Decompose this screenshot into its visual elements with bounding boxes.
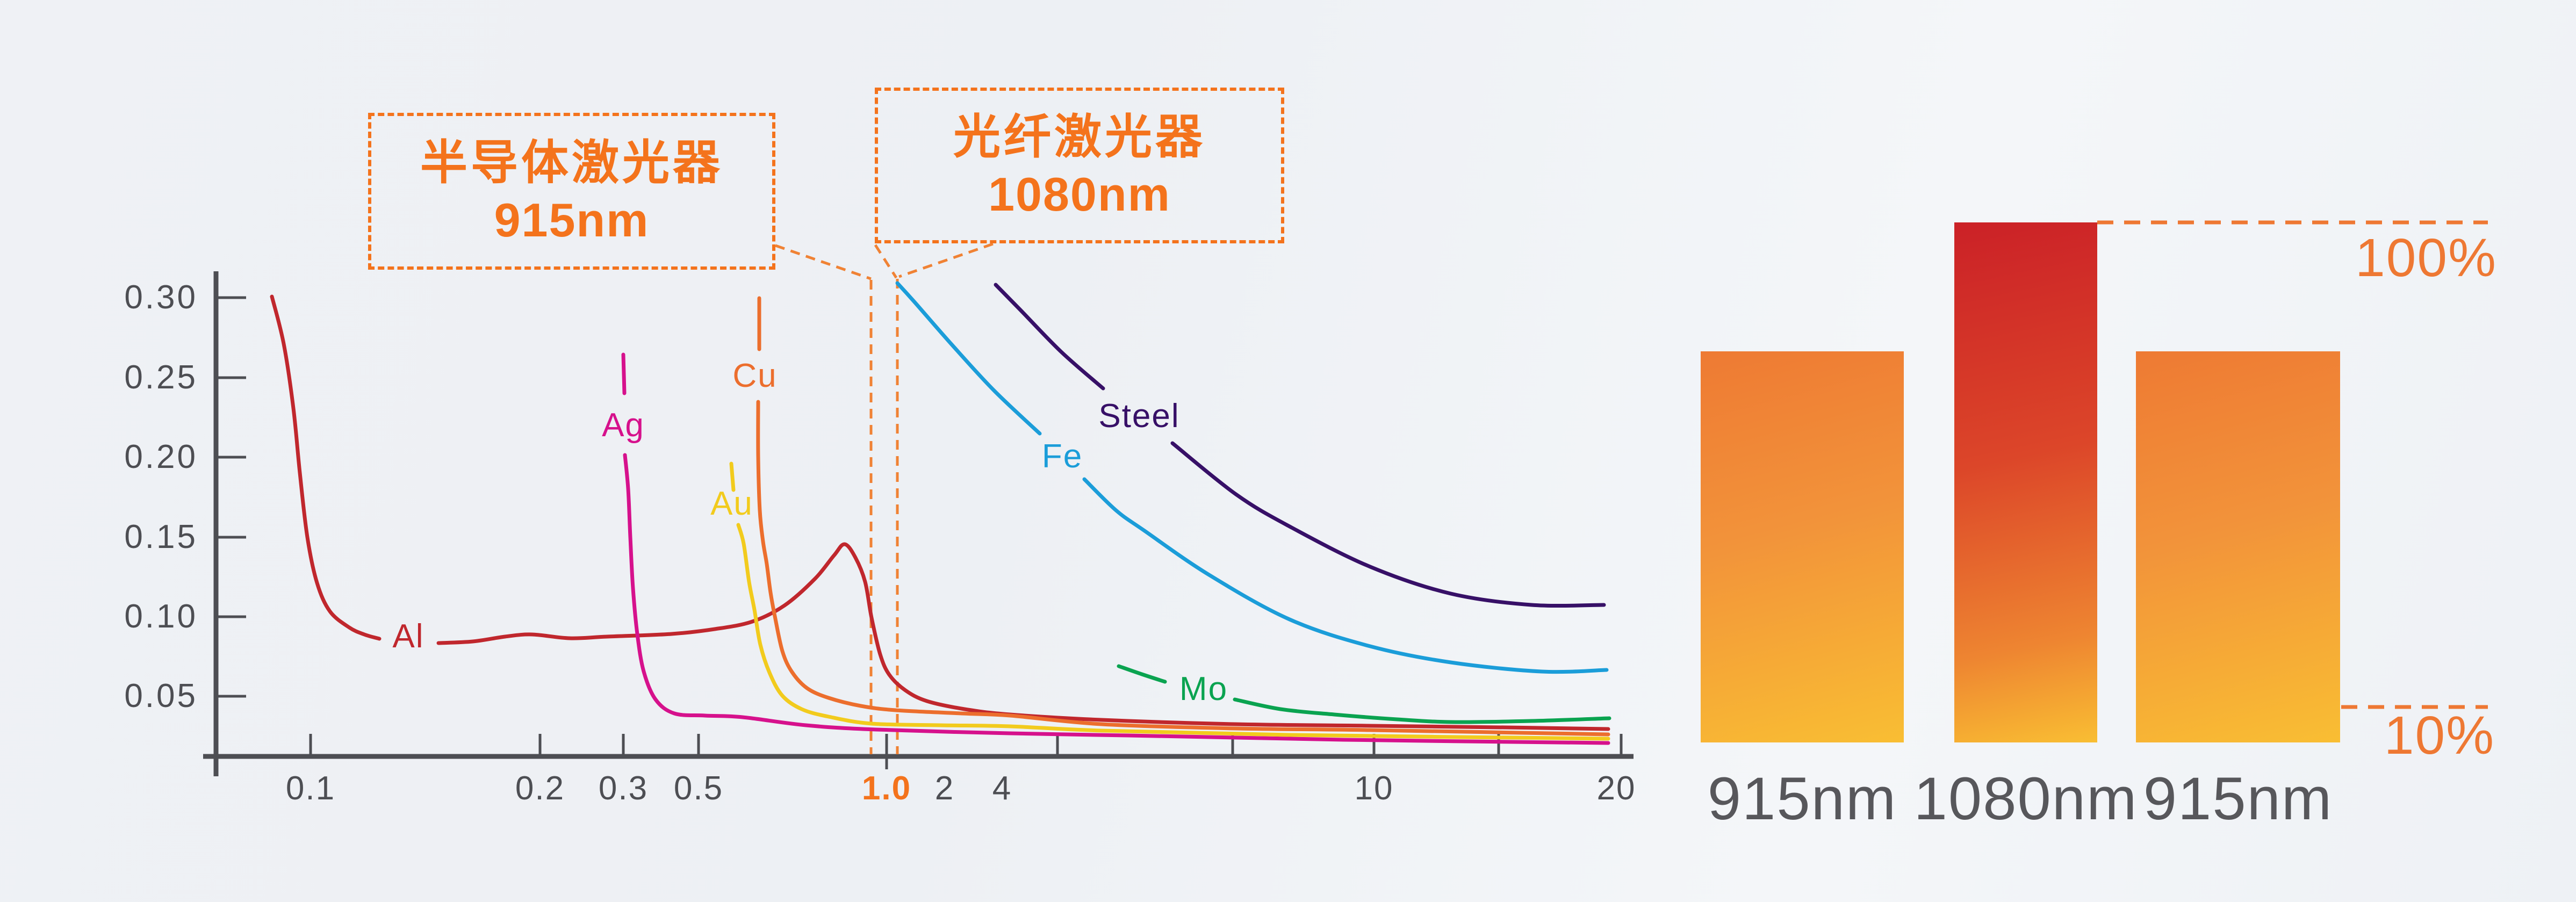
y-tick-label: 0.30 — [124, 279, 198, 316]
curve-fe — [895, 281, 1042, 436]
bar-category-label: 915nm — [2143, 765, 2333, 832]
callout-fiber-laser: 光纤激光器 1080nm — [875, 88, 1284, 243]
curve-label-au: Au — [710, 485, 753, 522]
curve-label-al: Al — [392, 618, 424, 655]
bar-category-label: 1080nm — [1913, 765, 2138, 832]
x-tick-label: 20 — [1596, 770, 1636, 807]
curve-au — [736, 523, 1610, 741]
x-tick-label: 0.3 — [598, 770, 649, 807]
callout-semiconductor-laser-wavelength: 915nm — [494, 193, 650, 247]
wavelength-marker-dashed-line — [874, 244, 898, 279]
wavelength-marker-dashed-line — [898, 242, 994, 278]
curve-fe — [1082, 477, 1609, 674]
curve-mo — [1117, 664, 1167, 684]
y-tick-label: 0.10 — [124, 598, 198, 635]
x-tick-label: 0.5 — [673, 770, 724, 807]
curve-ag — [623, 453, 1610, 745]
curve-label-steel: Steel — [1098, 398, 1180, 435]
callout-fiber-laser-wavelength: 1080nm — [988, 168, 1171, 221]
x-tick-label: 0.2 — [515, 770, 565, 807]
callout-fiber-laser-title: 光纤激光器 — [953, 110, 1206, 163]
y-tick-label: 0.05 — [124, 677, 198, 715]
curve-label-ag: Ag — [602, 407, 645, 444]
curve-cu — [756, 400, 1610, 737]
x-tick-label: 4 — [992, 770, 1012, 807]
x-tick-label: 10 — [1354, 770, 1394, 807]
callout-semiconductor-laser: 半导体激光器 915nm — [368, 113, 775, 270]
curve-steel — [1170, 441, 1606, 608]
bar-915nm-0 — [1701, 351, 1904, 742]
bar-annotation-10-label: 10% — [2384, 705, 2495, 766]
y-tick-label: 0.15 — [124, 518, 198, 555]
bar-915nm-2 — [2136, 351, 2340, 742]
y-tick-label: 0.20 — [124, 438, 198, 475]
curve-au — [729, 461, 736, 492]
curve-ag — [621, 352, 627, 395]
curve-al — [270, 294, 382, 641]
bar-category-label: 915nm — [1707, 765, 1897, 832]
curve-steel — [994, 283, 1105, 391]
callout-semiconductor-laser-title: 半导体激光器 — [420, 135, 723, 189]
curve-label-cu: Cu — [732, 357, 778, 394]
x-tick-label: 2 — [934, 770, 955, 807]
bar-annotation-100-label: 100% — [2355, 228, 2497, 288]
curve-label-mo: Mo — [1179, 670, 1228, 708]
y-tick-label: 0.25 — [124, 359, 198, 396]
bar-1080nm-1 — [1954, 222, 2097, 742]
x-tick-label: 0.1 — [285, 770, 336, 807]
x-tick-label: 1.0 — [861, 770, 912, 807]
curve-al — [436, 542, 1610, 731]
curve-label-fe: Fe — [1041, 438, 1083, 475]
wavelength-marker-dashed-line — [775, 244, 872, 280]
curve-mo — [1233, 697, 1611, 724]
